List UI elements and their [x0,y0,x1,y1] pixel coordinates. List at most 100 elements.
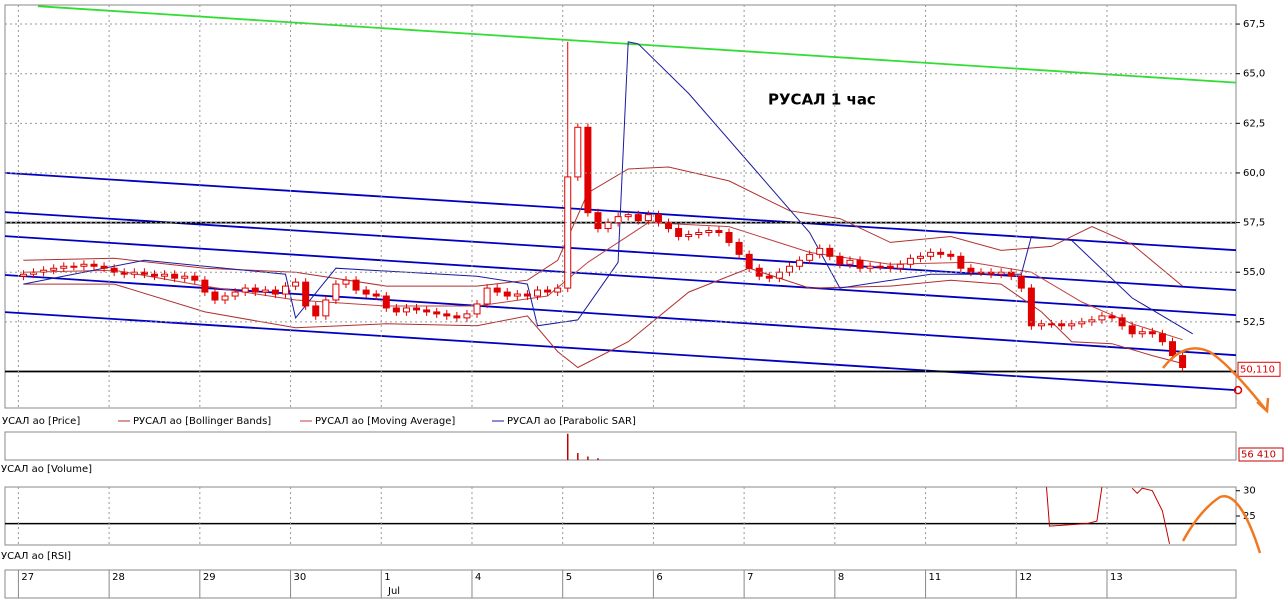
candle-body [413,307,421,311]
candle-body [1108,315,1116,319]
candle-body [836,255,844,265]
candle-body [362,289,370,295]
candle-body [282,285,290,295]
candle-body [423,309,431,313]
candle-body [1128,325,1136,335]
candle-body [957,255,965,269]
date-label: 12 [1019,572,1032,583]
candle-body [806,253,814,261]
candle-body [433,311,441,315]
indicator-line [23,267,1183,369]
candle-body [271,289,279,295]
candle-body [856,259,864,269]
candle-body [695,232,703,235]
candle-body [947,253,955,257]
candle-body [60,265,68,269]
candle-body [584,126,592,214]
candle-body [513,293,521,297]
candle-body [402,307,410,313]
candle-body [685,233,693,237]
candle-body [332,283,340,301]
candle-body [70,265,78,268]
candle-body [775,271,783,279]
candle-body [201,279,209,293]
candle-body [342,279,350,285]
candle-body [231,291,239,297]
candle-body [906,257,914,265]
trend-line [37,5,1236,84]
rsi-line [1046,487,1170,544]
candle-body [624,214,632,218]
candle-body [594,212,602,230]
chart-title: РУСАЛ 1 час [768,91,876,109]
candle-body [846,259,854,265]
candle-body [453,315,461,319]
candle-body [1058,323,1066,327]
date-label: 5 [566,572,572,583]
candle-body [604,222,612,230]
candle-body [1017,275,1025,289]
trend-line [5,311,1236,391]
candle-body [725,232,733,243]
y-tick-label: 67,5 [1243,19,1265,30]
candle-body [90,263,98,267]
last-point [1233,385,1243,395]
legend-entry: РУСАЛ ао [Bollinger Bands] [133,416,271,427]
candle-body [644,214,652,222]
candle-body [221,295,229,301]
candle-body [533,289,541,297]
candle-body [715,230,723,234]
candle-body [40,269,48,273]
candle-body [322,299,330,317]
date-label: 4 [475,572,481,583]
candle-body [312,305,320,317]
candle-body [1168,341,1176,357]
price-plot [5,5,1236,391]
candle-body [654,214,662,224]
indicator-line [23,166,1183,287]
date-label: 1 [384,572,390,583]
candle-body [1007,271,1015,277]
legend-entry: УСАЛ ао [Price] [2,416,80,427]
indicator-line [23,41,1193,335]
legend-entry: РУСАЛ ао [Moving Average] [315,416,455,427]
y-tick-label: 55,0 [1243,267,1265,278]
candle-body [745,253,753,269]
trend-line [5,274,1236,357]
y-tick-label: 62,5 [1243,118,1265,129]
candle-body [1068,323,1076,327]
date-label: 30 [294,572,307,583]
candle-body [886,265,894,269]
date-label: 28 [112,572,125,583]
candle-body [1158,333,1166,343]
candle-body [665,222,673,230]
candle-body [523,293,531,297]
candle-body [110,267,118,273]
date-label: 11 [929,572,942,583]
candle-body [1148,331,1156,335]
candle-body [443,313,451,317]
candle-body [816,247,824,255]
candle-body [463,313,471,319]
candle-body [705,230,713,234]
candle-body [826,247,834,257]
candle-body [917,255,925,259]
candle-body [261,289,269,293]
candle-body [1037,323,1045,327]
candle-body [574,126,582,178]
candle-body [1098,315,1106,321]
forecast-arrow [1162,347,1267,411]
y-tick-label: 65,0 [1243,69,1265,80]
candle-body [19,273,27,277]
candle-body [483,287,491,305]
candle-body [1048,323,1056,326]
y-tick-label: 57,5 [1243,218,1265,229]
candle-body [181,275,189,279]
candle-body [161,273,169,277]
arrow-head [1256,397,1270,414]
candle-body [564,176,572,289]
candle-body [1027,287,1035,327]
candle-body [765,275,773,279]
